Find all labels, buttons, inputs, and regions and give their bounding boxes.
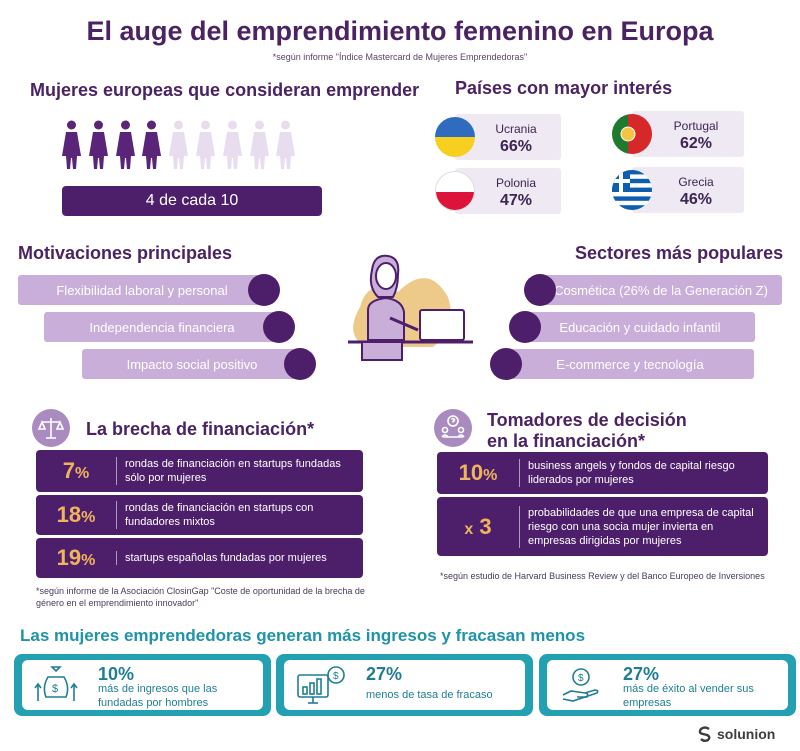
country-name: Polonia [495,176,537,190]
decision-row: 10% business angels y fondos de capital … [437,452,768,494]
income-card: $ 10% más de ingresos que las fundadas p… [14,654,271,716]
gap-percent: 18% [56,502,96,527]
svg-text:$: $ [578,673,584,684]
income-card: $ 27% menos de tasa de fracaso [276,654,533,716]
motivation-dot [284,348,316,380]
gap-text: startups españolas fundadas por mujeres [116,551,346,565]
country-name: Grecia [678,175,714,189]
ukraine-flag-icon [435,117,475,157]
gap-note: *según informe de la Asociación ClosinGa… [36,586,365,608]
country-name: Ucrania [495,122,537,136]
brand-logo: solunion [698,726,775,742]
income-card-value: 27% [623,664,660,684]
motivation-item: Impacto social positivo [82,349,302,379]
gap-percent: 19% [56,545,96,570]
decision-text: business angels y fondos de capital ries… [519,459,759,487]
decision-text: probabilidades de que una empresa de cap… [519,505,759,548]
woman-figure-empty-icon [249,120,269,169]
sector-dot [524,274,556,306]
gap-text: rondas de financiación en startups funda… [116,457,346,485]
sector-item: E-commerce y tecnología [506,349,754,379]
income-card: $ 27% más de éxito al vender sus empresa… [539,654,796,716]
income-card-text: más de éxito al vender sus empresas [623,683,754,709]
greece-flag-icon [612,170,652,210]
woman-figure-empty-icon [169,120,189,169]
country-value: 66% [499,138,533,155]
decision-percent: 10% [458,460,498,485]
page-subtitle: *según informe "Índice Mastercard de Muj… [272,52,528,62]
income-card-text: menos de tasa de fracaso [366,689,493,701]
women-heading: Mujeres europeas que consideran emprende… [30,80,420,100]
gap-row: 7% rondas de financiación en startups fu… [36,450,363,492]
woman-figure-filled-icon [115,120,135,169]
motivation-item: Flexibilidad laboral y personal [18,275,266,305]
sectors-heading: Sectores más populares [575,243,784,263]
motivation-dot [263,311,295,343]
country-name: Portugal [673,119,719,133]
woman-figure-empty-icon [222,120,242,169]
scale-icon [32,409,70,447]
woman-figure-filled-icon [88,120,108,169]
income-card-value: 10% [98,664,135,684]
woman-figure-empty-icon [196,120,215,169]
sector-item: Cosmética (26% de la Generación Z) [540,275,782,305]
page-title: El auge del emprendimiento femenino en E… [86,16,714,46]
svg-text:$: $ [52,683,58,695]
decision-note: *según estudio de Harvard Business Revie… [440,571,765,581]
gap-row: 18% rondas de financiación en startups c… [36,495,363,535]
meeting-question-icon [434,409,472,447]
gap-heading: La brecha de financiación* [86,419,315,439]
women-figures [62,120,327,172]
brand-name: solunion [717,726,776,742]
motivations-heading: Motivaciones principales [18,243,233,263]
growth-monitor-icon: $ [294,665,346,710]
gap-text: rondas de financiación en startups con f… [116,501,346,529]
country-value: 47% [499,192,533,209]
income-heading: Las mujeres emprendedoras generan más in… [20,626,586,645]
woman-figure-empty-icon [276,120,296,169]
income-card-value: 27% [366,664,403,684]
sector-dot [490,348,522,380]
solunion-logo-icon [698,726,711,742]
portugal-flag-icon [612,114,652,154]
country-value: 62% [679,135,713,152]
decision-row: x 3 probabilidades de que una empresa de… [437,497,768,556]
hand-coin-icon: $ [559,665,603,710]
woman-figure-filled-icon [142,120,162,169]
svg-text:$: $ [333,671,339,682]
woman-figure-filled-icon [62,120,81,169]
poland-flag-icon [435,171,475,211]
woman-laptop-illustration [338,252,478,372]
country-value: 46% [679,191,713,208]
motivation-item: Independencia financiera [44,312,280,342]
sector-item: Educación y cuidado infantil [525,312,755,342]
decision-heading: Tomadores de decisión en la financiación… [487,410,687,451]
gap-percent: 7% [62,458,90,483]
women-ratio-label: 4 de cada 10 [62,186,322,216]
decision-multiplier: x 3 [464,513,492,539]
countries-heading: Países con mayor interés [455,78,673,98]
gap-row: 19% startups españolas fundadas por muje… [36,538,363,578]
money-bag-icon: $ [34,665,78,710]
motivation-dot [248,274,280,306]
sector-dot [509,311,541,343]
income-card-text: más de ingresos que las fundadas por hom… [98,683,218,709]
